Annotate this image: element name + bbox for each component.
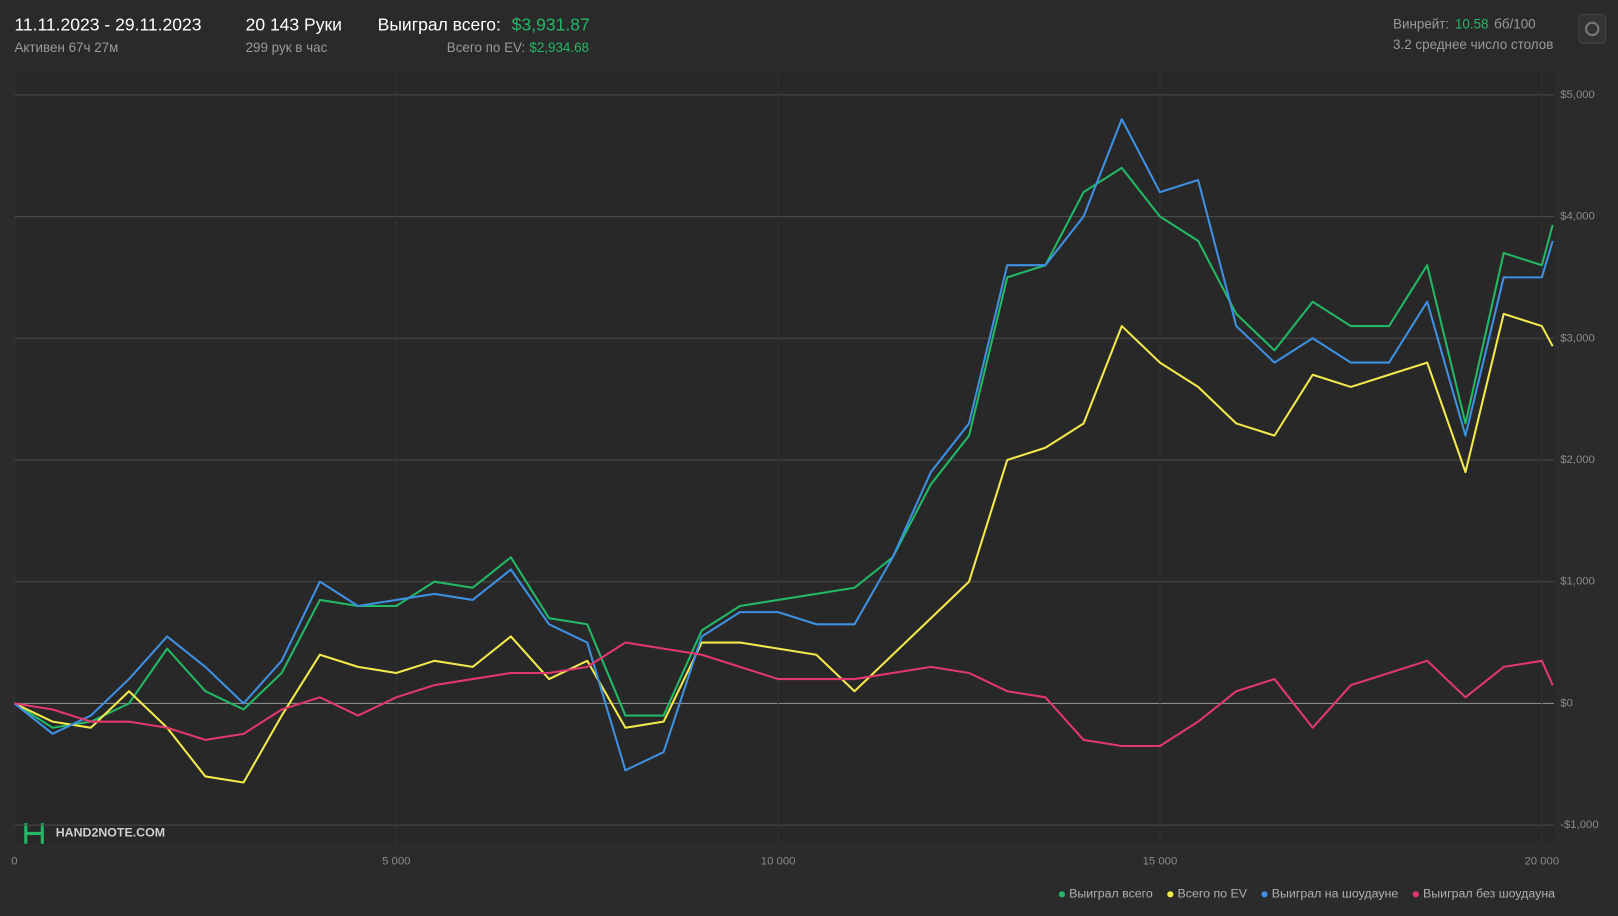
legend-label: Выиграл на шоудауне	[1272, 887, 1399, 901]
series-line	[13, 166, 1554, 729]
y-tick-label: -$1,000	[1560, 819, 1598, 831]
legend-label: Выиграл всего	[1069, 887, 1153, 901]
header-bar	[0, 0, 1618, 69]
x-tick-label: 0	[11, 855, 17, 867]
active-time: Активен 67ч 27м	[14, 40, 118, 55]
hands-per-hour: 299 рук в час	[246, 40, 328, 55]
settings-button[interactable]	[1578, 13, 1607, 44]
y-tick-label: $3,000	[1560, 332, 1595, 344]
y-tick-label: $0	[1560, 697, 1573, 709]
y-tick-label: $5,000	[1560, 89, 1595, 101]
tables: 3.2 среднее число столов	[1393, 37, 1553, 52]
legend-swatch	[1261, 891, 1268, 898]
winrate-unit: бб/100	[1494, 16, 1535, 31]
series-line	[14, 312, 1554, 784]
won-value: $3,931.87	[512, 14, 590, 34]
legend-swatch	[1167, 891, 1174, 898]
ev-value: $2,934.68	[529, 40, 589, 55]
legend-swatch	[1412, 891, 1419, 898]
y-tick-label: $2,000	[1560, 454, 1595, 466]
winrate-label: Винрейт:	[1393, 16, 1449, 31]
x-tick-label: 15 000	[1143, 855, 1178, 867]
x-tick-label: 20 000	[1524, 855, 1559, 867]
hands: 20 143 Руки	[246, 14, 342, 34]
plot-area	[14, 72, 1555, 844]
date-range: 11.11.2023 - 29.11.2023	[14, 14, 201, 34]
watermark-logo	[24, 823, 44, 844]
legend-label: Выиграл без шоудауна	[1423, 887, 1555, 901]
watermark: HAND2NOTE.COM	[24, 823, 165, 844]
ev-label: Всего по EV:	[447, 40, 525, 55]
legend-label: Всего по EV	[1178, 887, 1248, 901]
settings-icon[interactable]	[1584, 21, 1600, 37]
won-label: Выиграл всего:	[378, 14, 501, 34]
legend-item: Выиграл без шоудауна	[1412, 887, 1555, 901]
y-tick-label: $1,000	[1560, 576, 1595, 588]
y-tick-label: $4,000	[1560, 211, 1595, 223]
legend-item: Всего по EV	[1167, 887, 1248, 901]
x-tick-label: 10 000	[761, 855, 796, 867]
watermark-text: HAND2NOTE.COM	[56, 826, 165, 840]
legend-item: Выиграл всего	[1058, 887, 1153, 901]
winrate-value: 10.58	[1455, 16, 1489, 31]
legend-swatch	[1058, 891, 1066, 898]
legend-item: Выиграл на шоудауне	[1261, 887, 1398, 901]
series-line	[13, 118, 1554, 772]
series-line	[14, 641, 1554, 748]
x-tick-label: 5 000	[382, 855, 410, 867]
